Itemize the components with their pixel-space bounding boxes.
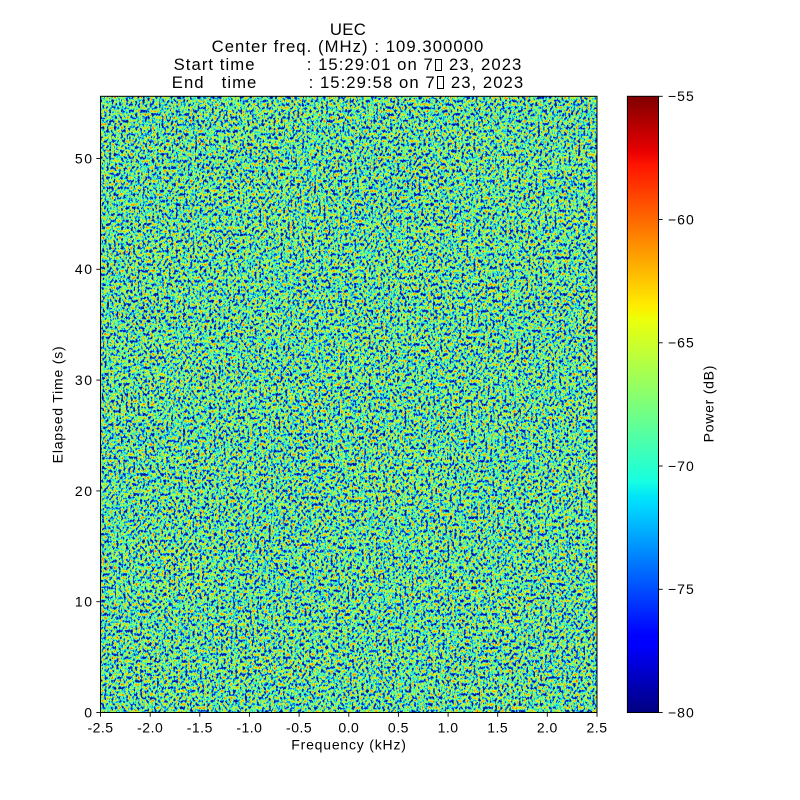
svg-text:−60: −60 bbox=[668, 211, 695, 227]
svg-text:2.0: 2.0 bbox=[537, 720, 558, 736]
svg-text:-2.0: -2.0 bbox=[137, 720, 163, 736]
svg-text:50: 50 bbox=[75, 150, 94, 166]
svg-text:1.5: 1.5 bbox=[487, 720, 508, 736]
svg-text:30: 30 bbox=[75, 372, 94, 388]
svg-text:40: 40 bbox=[75, 261, 94, 277]
svg-text:-1.0: -1.0 bbox=[236, 720, 262, 736]
svg-text:−70: −70 bbox=[668, 458, 695, 474]
svg-text:Frequency (kHz): Frequency (kHz) bbox=[291, 737, 406, 753]
svg-text:0: 0 bbox=[84, 704, 93, 720]
svg-text:-2.5: -2.5 bbox=[87, 720, 113, 736]
svg-text:20: 20 bbox=[75, 483, 94, 499]
svg-text:0.5: 0.5 bbox=[388, 720, 409, 736]
svg-text:Power (dB): Power (dB) bbox=[700, 365, 716, 443]
svg-text:-0.5: -0.5 bbox=[286, 720, 312, 736]
svg-text:10: 10 bbox=[75, 594, 94, 610]
svg-text:−65: −65 bbox=[668, 335, 695, 351]
svg-text:−75: −75 bbox=[668, 581, 695, 597]
svg-text:Elapsed Time (s): Elapsed Time (s) bbox=[49, 345, 65, 463]
svg-text:0.0: 0.0 bbox=[338, 720, 359, 736]
svg-text:-1.5: -1.5 bbox=[187, 720, 213, 736]
svg-text:1.0: 1.0 bbox=[438, 720, 459, 736]
svg-text:2.5: 2.5 bbox=[587, 720, 608, 736]
svg-text:−80: −80 bbox=[668, 704, 695, 720]
svg-text:−55: −55 bbox=[668, 88, 695, 104]
